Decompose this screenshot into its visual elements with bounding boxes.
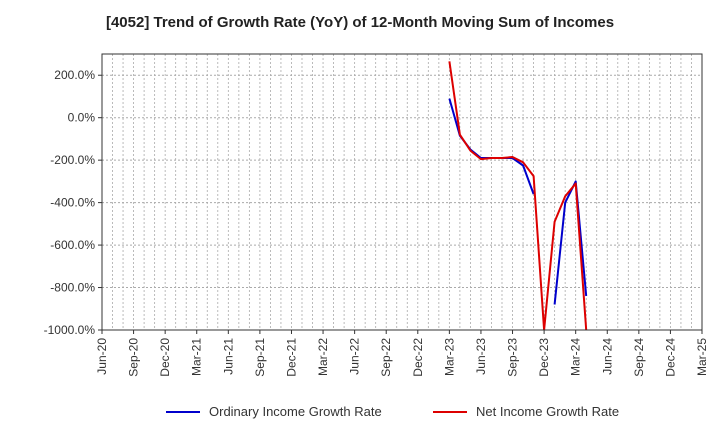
chart-title: [4052] Trend of Growth Rate (YoY) of 12-… [105, 14, 615, 31]
series-line-net [448, 61, 588, 330]
series-lines [448, 61, 588, 330]
legend-swatch-ordinary [166, 410, 200, 413]
legend-swatch-net [433, 410, 467, 413]
x-tick-label: Dec-22 [411, 338, 425, 377]
x-axis-ticks: Jun-20 Sep-20 Dec-20 Mar-21 Jun-21 Sep-21 Dec-… [95, 330, 709, 377]
x-tick-label: Jun-21 [221, 338, 235, 375]
x-tick-label: Sep-21 [253, 338, 267, 377]
legend-label-net: Net Income Growth Rate [476, 404, 620, 419]
y-tick-label: 200.0% [54, 68, 95, 82]
x-tick-label: Jun-22 [348, 338, 362, 375]
x-tick-label: Mar-24 [569, 338, 583, 376]
x-tick-label: Sep-24 [632, 338, 646, 377]
y-tick-label: -800.0% [50, 281, 95, 295]
legend-item-net: Net Income Growth Rate [433, 404, 619, 419]
y-axis-ticks: 200.0% 0.0% -200.0% -400.0% -600.0% -800.0% -1… [44, 68, 102, 337]
x-tick-label: Mar-25 [695, 338, 709, 376]
x-tick-label: Jun-23 [474, 338, 488, 375]
x-tick-label: Dec-23 [537, 338, 551, 377]
x-tick-label: Jun-24 [600, 338, 614, 375]
y-tick-label: -200.0% [50, 153, 95, 167]
y-tick-label: -1000.0% [44, 323, 96, 337]
y-tick-label: -400.0% [50, 196, 95, 210]
y-tick-label: -600.0% [50, 238, 95, 252]
x-tick-label: Sep-22 [379, 338, 393, 377]
x-tick-label: Mar-23 [442, 338, 456, 376]
line-chart: 200.0% 0.0% -200.0% -400.0% -600.0% -800.0% -1… [44, 53, 709, 377]
legend-label-ordinary: Ordinary Income Growth Rate [209, 404, 382, 419]
x-tick-label: Dec-20 [158, 338, 172, 377]
series-line-ordinary [553, 180, 588, 305]
plot-border [101, 53, 703, 331]
x-tick-label: Sep-23 [506, 338, 520, 377]
x-tick-label: Sep-20 [127, 338, 141, 377]
x-tick-label: Dec-21 [284, 338, 298, 377]
x-tick-label: Mar-21 [190, 338, 204, 376]
x-tick-label: Dec-24 [663, 338, 677, 377]
grid-lines [102, 54, 702, 331]
y-tick-label: 0.0% [68, 111, 96, 125]
legend: Ordinary Income Growth Rate Net Income G… [0, 404, 720, 426]
legend-item-ordinary: Ordinary Income Growth Rate [166, 404, 382, 419]
x-tick-label: Jun-20 [95, 338, 109, 375]
x-tick-label: Mar-22 [316, 338, 330, 376]
